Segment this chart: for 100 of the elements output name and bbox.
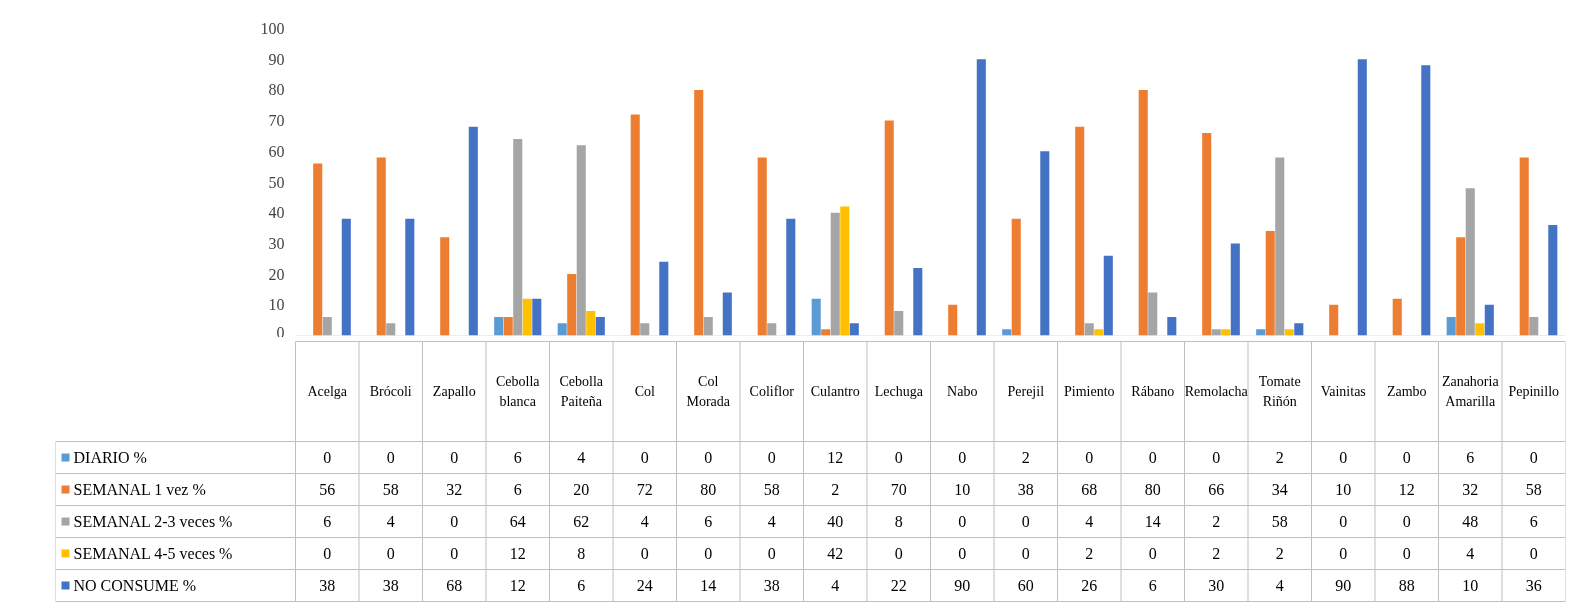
data-label: 2: [1275, 449, 1284, 466]
data-label: 8: [894, 513, 903, 530]
bar: [341, 218, 351, 336]
data-label: 4: [1466, 545, 1475, 562]
bar: [811, 298, 821, 336]
data-label: 8: [577, 545, 586, 562]
x-tick-label: Zanahoria Amarilla: [1441, 374, 1500, 409]
data-label: 30: [1208, 577, 1225, 594]
data-label: 0: [704, 449, 713, 466]
bar: [1275, 157, 1285, 336]
y-tick-label: 10: [268, 296, 285, 314]
data-label: 0: [767, 545, 776, 562]
data-label: 6: [704, 513, 713, 530]
x-tick-label: Col: [634, 384, 655, 399]
data-label: 48: [1462, 513, 1479, 530]
bar: [722, 292, 732, 336]
data-label: 12: [827, 449, 844, 466]
y-tick-label: 0: [276, 323, 285, 341]
bar: [313, 163, 323, 336]
bar: [1084, 323, 1094, 336]
bar: [513, 139, 523, 336]
y-tick-label: 90: [268, 50, 285, 68]
bar: [1294, 323, 1304, 336]
bar: [376, 157, 386, 336]
data-label: 0: [1402, 545, 1411, 562]
data-label: 62: [573, 513, 590, 530]
bar: [1148, 292, 1158, 336]
x-tick-label: Cebolla Paiteña: [559, 374, 604, 409]
bar: [1284, 329, 1294, 336]
data-label: 32: [1462, 481, 1479, 498]
x-tick-label: Pepinillo: [1508, 384, 1560, 399]
y-tick-label: 100: [260, 20, 285, 37]
bar: [386, 323, 396, 336]
data-label: 0: [1339, 545, 1348, 562]
x-tick-label: Culantro: [810, 384, 860, 399]
bar: [1256, 329, 1266, 336]
bar: [630, 114, 640, 336]
data-label: 40: [827, 513, 844, 530]
data-label: 66: [1208, 481, 1225, 498]
bar: [786, 218, 796, 336]
data-label: 2: [1275, 545, 1284, 562]
data-label: 68: [1081, 481, 1098, 498]
legend-label: NO CONSUME %: [73, 577, 197, 594]
data-label: 2: [1085, 545, 1094, 562]
data-label: 20: [573, 481, 590, 498]
bar: [840, 206, 850, 336]
bar: [821, 329, 831, 336]
bar: [1357, 59, 1367, 336]
bar: [1167, 317, 1177, 336]
x-tick-label: Remolacha: [1184, 384, 1249, 399]
bar: [884, 120, 894, 336]
data-label: 34: [1271, 481, 1288, 498]
data-label: 0: [386, 545, 395, 562]
bar: [405, 218, 415, 336]
data-label: 6: [513, 481, 522, 498]
bar: [1265, 231, 1275, 336]
bar: [1002, 329, 1012, 336]
bar: [595, 317, 605, 336]
data-label: 4: [1085, 513, 1094, 530]
data-label: 36: [1525, 577, 1542, 594]
bar: [468, 126, 478, 336]
bar: [1484, 304, 1494, 336]
data-label: 4: [577, 449, 586, 466]
data-label: 80: [1144, 481, 1161, 498]
data-label: 0: [1148, 545, 1157, 562]
data-label: 0: [450, 513, 459, 530]
data-label: 2: [1021, 449, 1030, 466]
legend-label: SEMANAL 1 vez %: [73, 481, 206, 498]
y-tick-label: 70: [268, 112, 285, 130]
data-label: 0: [640, 545, 649, 562]
x-tick-label: Zapallo: [432, 384, 476, 399]
data-label: 6: [323, 513, 332, 530]
data-label: 60: [1017, 577, 1034, 594]
x-tick-label: Rábano: [1131, 384, 1175, 399]
data-label: 0: [450, 449, 459, 466]
y-tick-label: 30: [268, 234, 285, 252]
bar: [1519, 157, 1529, 336]
x-tick-label: Coliflor: [749, 384, 795, 399]
bar: [322, 317, 332, 336]
bar: [1548, 224, 1558, 336]
x-tick-label: Cebolla blanca: [495, 374, 541, 409]
data-label: 88: [1398, 577, 1415, 594]
data-label: 0: [1021, 545, 1030, 562]
data-label: 0: [1085, 449, 1094, 466]
bar: [1211, 329, 1221, 336]
data-label: 0: [1529, 449, 1538, 466]
bar: [757, 157, 767, 336]
bar: [703, 317, 713, 336]
x-tick-label: Acelga: [307, 384, 348, 399]
data-label: 58: [1525, 481, 1542, 498]
data-label: 32: [446, 481, 463, 498]
bar: [1202, 132, 1212, 336]
bar: [694, 89, 704, 336]
bar: [1446, 317, 1456, 336]
bar: [640, 323, 650, 336]
data-label: 0: [894, 449, 903, 466]
bar: [1103, 255, 1113, 336]
bar: [1221, 329, 1231, 336]
data-label: 6: [1148, 577, 1157, 594]
data-label: 0: [1212, 449, 1221, 466]
